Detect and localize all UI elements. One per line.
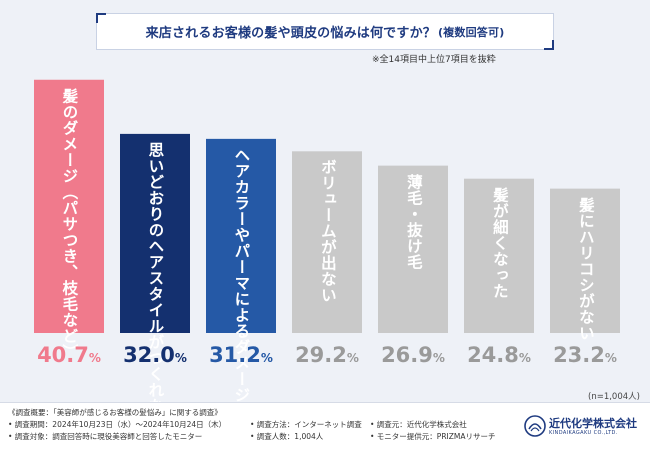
chart-title-box: 来店されるお客様の髪や頭皮の悩みは何ですか？ (複数回答可) [96,13,554,50]
bar-7 [550,188,620,333]
bar-2 [120,133,190,333]
survey-period: • 調査期間：2024年10月23日（水）～2024年10月24日（木） [8,420,227,429]
company-name: 近代化学株式会社 [549,417,637,430]
bar-category-label: 髪が細くなった [490,186,509,299]
survey-overview: 《調査概要：「美容師が感じるお客様の髪悩み」に関する調査》 [8,408,222,417]
title-corner-decoration [544,40,554,50]
survey-provider: • モニター提供元：PRIZMAリサーチ [370,432,496,441]
chart-note: ※全14項目中上位7項目を抜粋 [372,55,496,65]
bar-category-label: ヘアカラーやパーマによるダメージ [232,146,251,403]
bar-6 [464,178,534,333]
survey-org: • 調査元：近代化学株式会社 [370,420,467,429]
bar-value-label: 31.2% [209,343,273,367]
chart-title: 来店されるお客様の髪や頭皮の悩みは何ですか？ [145,26,436,41]
bar-3 [206,138,276,333]
company-logo-icon [524,415,546,437]
bar-category-label: 髪にハリコシがない [576,196,595,341]
company-name-en: KINDAIKAGAKU CO.,LTD. [549,430,618,436]
survey-method: • 調査方法：インターネット調査 [250,420,362,429]
bar-category-label: ボリュームが出ない [318,159,337,304]
bar-value-label: 26.9% [381,343,445,367]
bar-value-label: 40.7% [37,343,101,367]
bar-5 [378,165,448,333]
bar-category-label: 髪のダメージ（パサつき、枝毛など） [60,87,79,360]
survey-count: • 調査人数：1,004人 [250,432,324,441]
sample-size: (n=1,004人) [588,392,640,402]
survey-footer: 《調査概要：「美容師が感じるお客様の髪悩み」に関する調査》 • 調査期間：202… [0,402,650,450]
bar-value-label: 29.2% [295,343,359,367]
bar-value-label: 23.2% [553,343,617,367]
bar-category-label: 薄毛・抜け毛 [404,173,423,270]
bar-1 [34,79,104,333]
title-corner-decoration [96,13,106,23]
bar-value-label: 24.8% [467,343,531,367]
chart-subtitle: (複数回答可) [437,25,505,39]
survey-target: • 調査対象：調査回答時に現役美容師と回答したモニター [8,432,203,441]
bar-value-label: 32.0% [123,343,187,367]
bar-category-label: 思いどおりのヘアスタイルがつくれない [146,141,165,430]
bar-4 [292,151,362,333]
